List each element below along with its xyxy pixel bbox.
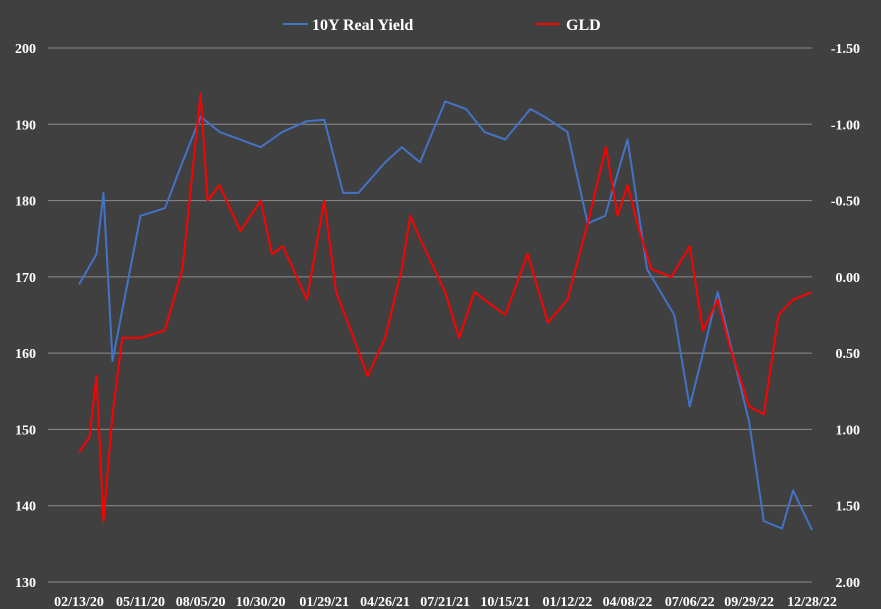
right-tick-label: 0.50	[836, 347, 861, 362]
left-tick-label: 190	[15, 118, 36, 133]
left-tick-label: 180	[15, 195, 36, 210]
legend-label: 10Y Real Yield	[312, 17, 413, 34]
right-tick-label: -0.50	[831, 195, 860, 210]
right-tick-label: -1.50	[831, 42, 860, 57]
left-tick-label: 130	[15, 576, 36, 591]
right-tick-label: 1.50	[836, 500, 861, 515]
x-tick-label: 09/29/22	[724, 595, 774, 609]
x-tick-label: 08/05/20	[176, 595, 226, 609]
x-tick-label: 07/21/21	[420, 595, 470, 609]
x-tick-label: 01/12/22	[543, 595, 593, 609]
x-tick-label: 01/29/21	[299, 595, 349, 609]
x-tick-label: 02/13/20	[54, 595, 104, 609]
right-tick-label: 0.00	[836, 271, 861, 286]
series-line-gld	[78, 92, 813, 522]
right-tick-label: 2.00	[836, 576, 861, 591]
left-tick-label: 150	[15, 423, 36, 438]
x-tick-label: 04/08/22	[603, 595, 653, 609]
right-axis-ticks: -1.50 -1.00 -0.50 0.00 0.50 1.00 1.50 2.00	[831, 42, 860, 591]
x-axis-ticks: 02/13/20 05/11/20 08/05/20 10/30/20 01/29/21…	[54, 595, 837, 609]
right-tick-label: 1.00	[836, 423, 861, 438]
left-tick-label: 170	[15, 271, 36, 286]
x-tick-label: 05/11/20	[116, 595, 165, 609]
legend: 10Y Real Yield GLD	[283, 17, 601, 34]
left-tick-label: 140	[15, 500, 36, 515]
series-lines	[78, 92, 813, 531]
x-tick-label: 10/30/20	[236, 595, 286, 609]
x-tick-label: 12/28/22	[787, 595, 837, 609]
legend-label: GLD	[566, 17, 601, 34]
left-axis-ticks: 130 140 150 160 170 180 190 200	[15, 42, 36, 591]
left-tick-label: 200	[15, 42, 36, 57]
gridlines	[48, 47, 812, 583]
series-line-10y-real-yield	[78, 100, 813, 531]
right-tick-label: -1.00	[831, 118, 860, 133]
x-tick-label: 10/15/21	[480, 595, 530, 609]
left-tick-label: 160	[15, 347, 36, 362]
x-tick-label: 07/06/22	[665, 595, 715, 609]
x-tick-label: 04/26/21	[360, 595, 410, 609]
